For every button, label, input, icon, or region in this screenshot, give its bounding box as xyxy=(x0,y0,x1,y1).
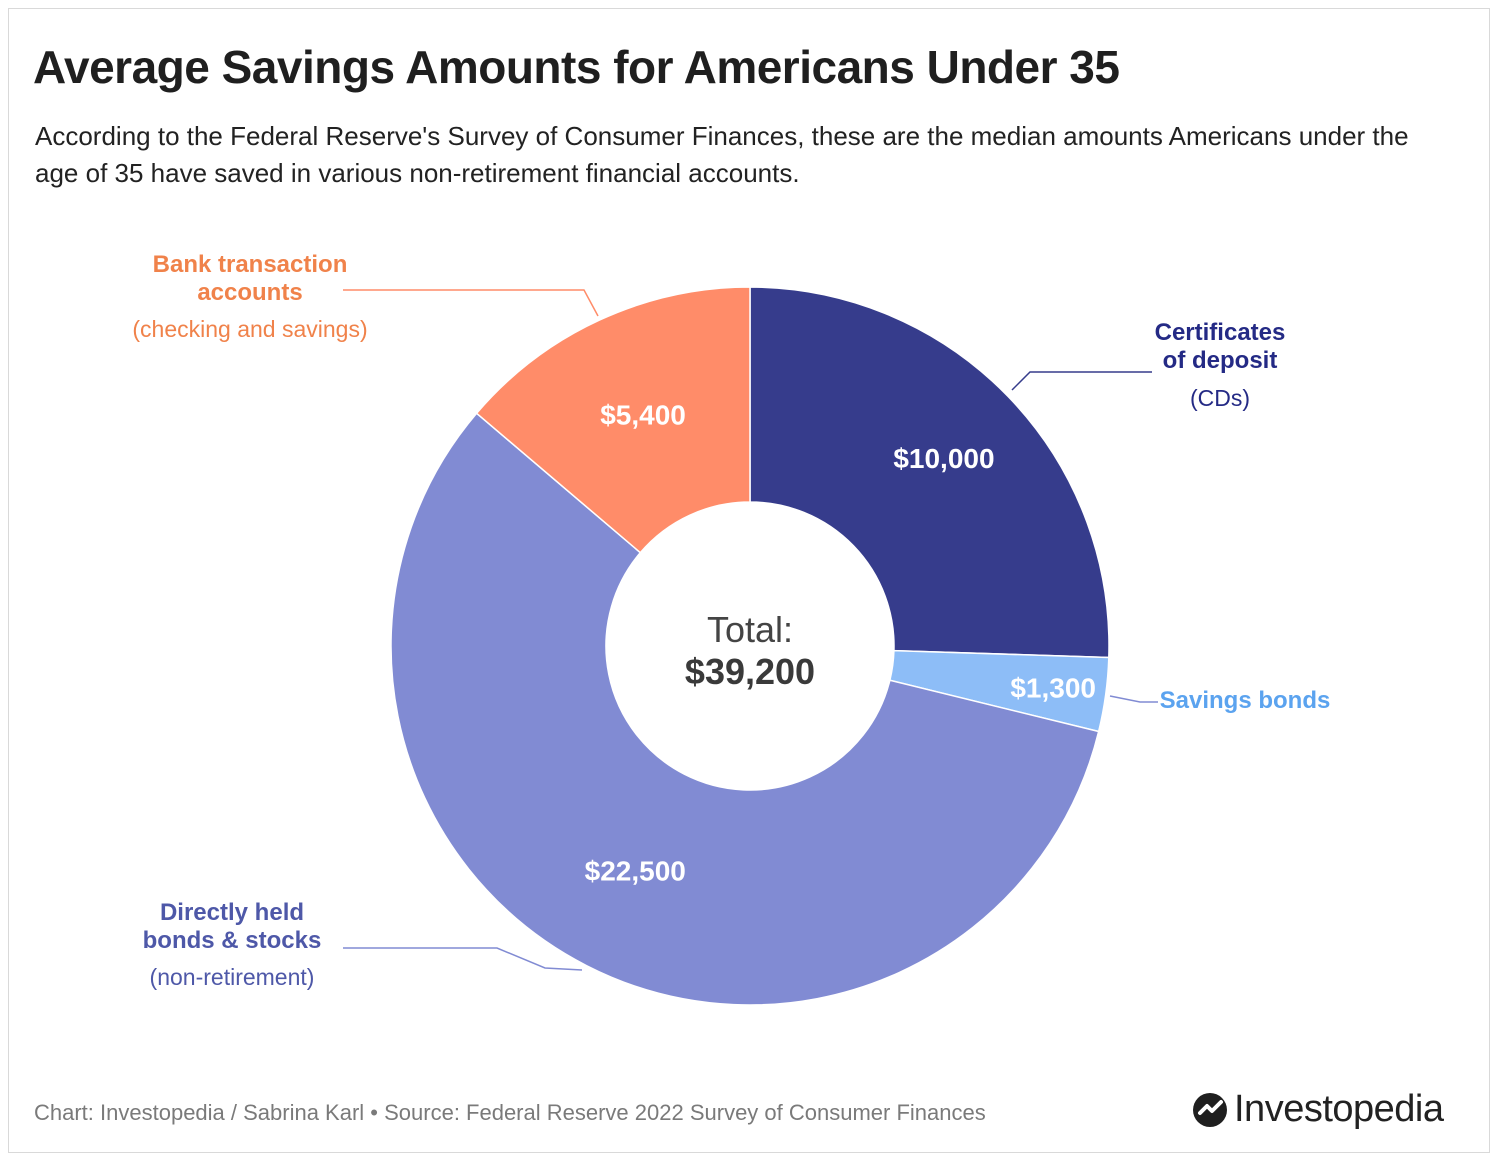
callout-line-savings-bonds xyxy=(1109,695,1158,703)
brand-name: Investopedia xyxy=(1234,1088,1444,1130)
callout-line-stocks xyxy=(343,947,583,971)
callout-sub-cds: (CDs) xyxy=(1190,385,1250,411)
investopedia-logo-icon xyxy=(1193,1092,1227,1127)
chart-footer: Chart: Investopedia / Sabrina Karl • Sou… xyxy=(34,1100,986,1125)
chart-subtitle: According to the Federal Reserve's Surve… xyxy=(35,121,1409,188)
chart-title: Average Savings Amounts for Americans Un… xyxy=(33,41,1120,93)
value-label-cds: $10,000 xyxy=(893,443,994,474)
callout-line-cds xyxy=(1011,371,1152,391)
brand: Investopedia xyxy=(1192,1088,1444,1131)
slice-bank xyxy=(475,286,751,554)
value-label-bank: $5,400 xyxy=(600,400,686,431)
callout-title-stocks: Directly held xyxy=(160,899,304,926)
center-total: $39,200 xyxy=(685,651,815,692)
slice-stocks xyxy=(390,412,1100,1006)
slice-cds xyxy=(749,286,1110,659)
callout-title-bank: accounts xyxy=(197,279,302,306)
callout-title-cds: Certificates xyxy=(1155,319,1286,346)
callout-title-bank: Bank transaction xyxy=(153,251,348,278)
center-label: Total: xyxy=(707,609,793,650)
callout-sub-bank: (checking and savings) xyxy=(132,316,367,342)
callout-sub-stocks: (non-retirement) xyxy=(150,964,315,990)
value-label-savings-bonds: $1,300 xyxy=(1010,673,1096,704)
callout-title-stocks: bonds & stocks xyxy=(143,927,322,954)
value-label-stocks: $22,500 xyxy=(585,855,686,886)
callout-title-cds: of deposit xyxy=(1163,347,1278,374)
callout-title-savings-bonds: Savings bonds xyxy=(1160,687,1331,714)
callout-line-bank xyxy=(343,289,599,317)
